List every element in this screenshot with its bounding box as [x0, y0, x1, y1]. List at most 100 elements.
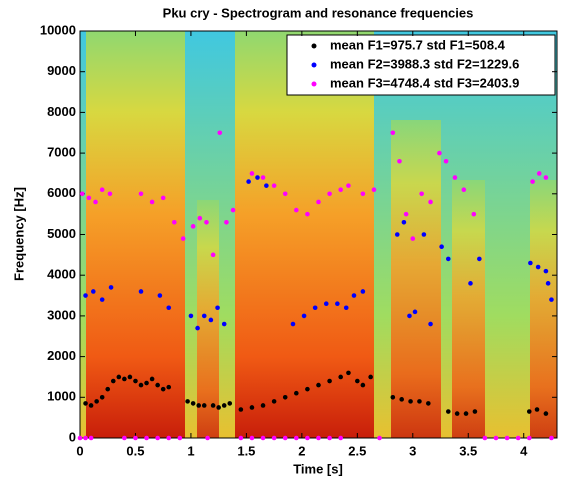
- point: [290, 321, 296, 327]
- point: [493, 435, 499, 441]
- point: [368, 374, 373, 380]
- point: [549, 435, 554, 441]
- point: [305, 386, 310, 392]
- legend-marker: [311, 43, 317, 49]
- point: [271, 399, 277, 404]
- point: [408, 399, 413, 404]
- point: [138, 191, 144, 197]
- spectrogram: [80, 31, 557, 438]
- point: [260, 435, 266, 441]
- point: [443, 158, 449, 164]
- y-tick-label: 7000: [47, 145, 76, 160]
- chart-title: Pku cry - Spectrogram and resonance freq…: [163, 5, 474, 20]
- point: [177, 435, 183, 441]
- point: [249, 435, 255, 441]
- point: [417, 399, 422, 404]
- point: [346, 370, 351, 376]
- point: [216, 405, 221, 410]
- point: [355, 378, 360, 384]
- point: [294, 207, 299, 213]
- point: [351, 293, 357, 298]
- legend: mean F1=975.7 std F1=508.4 mean F2=3988.3…: [286, 34, 556, 96]
- point: [88, 403, 94, 408]
- point: [157, 293, 163, 298]
- point: [171, 219, 177, 225]
- point: [210, 252, 216, 258]
- point: [108, 285, 114, 290]
- point: [208, 317, 214, 323]
- point: [294, 435, 299, 441]
- point: [360, 382, 366, 388]
- y-tick-label: 5000: [47, 226, 76, 241]
- point: [224, 219, 229, 225]
- point: [412, 309, 418, 315]
- y-tick-label: 2000: [47, 348, 76, 363]
- point: [526, 409, 532, 414]
- point: [122, 435, 127, 441]
- point: [160, 386, 166, 392]
- point: [346, 183, 351, 188]
- point: [534, 407, 540, 412]
- point: [210, 403, 216, 408]
- point: [133, 378, 138, 384]
- point: [204, 219, 209, 225]
- point: [305, 211, 310, 217]
- point: [360, 191, 366, 197]
- point: [421, 232, 427, 237]
- point: [445, 256, 451, 262]
- point: [166, 435, 172, 441]
- point: [110, 378, 116, 384]
- y-tick-label: 0: [69, 429, 76, 444]
- point: [399, 397, 404, 402]
- point: [543, 268, 549, 274]
- point: [105, 386, 111, 392]
- point: [394, 232, 400, 237]
- point: [504, 435, 510, 441]
- point: [195, 325, 200, 331]
- point: [260, 175, 266, 180]
- point: [338, 187, 343, 193]
- point: [445, 409, 451, 414]
- point: [482, 435, 488, 441]
- x-tick-label: 0: [76, 443, 83, 458]
- point: [205, 435, 210, 441]
- point: [99, 187, 105, 193]
- y-tick-label: 1000: [47, 389, 76, 404]
- point: [138, 289, 144, 294]
- point: [271, 183, 277, 188]
- point: [377, 435, 382, 441]
- point: [294, 390, 299, 396]
- point: [196, 403, 201, 408]
- x-axis-label: Time [s]: [293, 461, 343, 476]
- point: [305, 435, 310, 441]
- point: [271, 435, 277, 441]
- point: [221, 321, 227, 327]
- point: [390, 130, 396, 136]
- point: [264, 183, 269, 188]
- point: [428, 199, 433, 205]
- y-tick-label: 3000: [47, 307, 76, 322]
- point: [452, 175, 458, 180]
- point: [133, 435, 138, 441]
- y-axis-label: Frequency [Hz]: [11, 187, 26, 281]
- point: [528, 260, 533, 266]
- point: [397, 158, 402, 164]
- point: [83, 435, 88, 441]
- point: [144, 435, 149, 441]
- y-tick-label: 8000: [47, 104, 76, 119]
- point: [371, 187, 377, 193]
- point: [238, 435, 244, 441]
- point: [138, 382, 144, 388]
- point: [426, 401, 431, 406]
- point: [249, 171, 255, 176]
- point: [149, 376, 155, 382]
- point: [549, 297, 554, 302]
- legend-label: mean F1=975.7 std F1=508.4: [330, 37, 506, 52]
- point: [407, 313, 412, 319]
- point: [343, 305, 349, 311]
- point: [107, 191, 113, 197]
- point: [201, 313, 207, 319]
- legend-marker: [311, 62, 317, 68]
- point: [301, 313, 307, 319]
- y-tick-label: 4000: [47, 267, 76, 282]
